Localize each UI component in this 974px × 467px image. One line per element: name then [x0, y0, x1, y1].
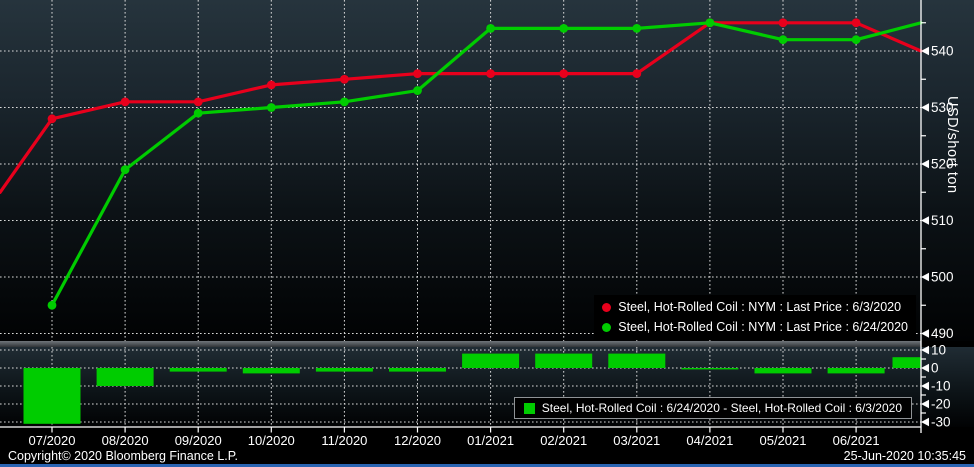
tick-pointer-icon: [921, 159, 929, 169]
data-point-marker: [778, 35, 788, 45]
tick-pointer-icon: [921, 272, 929, 282]
data-point-marker: [340, 97, 349, 107]
x-tick-label: 07/2020: [29, 433, 76, 448]
data-point-marker: [851, 18, 861, 28]
diff-bar: [681, 368, 739, 370]
y-tick-label: -10: [931, 379, 951, 394]
diff-bar: [242, 368, 300, 374]
diff-bar: [169, 368, 227, 372]
data-point-marker: [266, 103, 276, 112]
diff-bar: [535, 353, 593, 368]
data-point-marker: [632, 69, 642, 78]
timestamp-text: 25-Jun-2020 10:35:45: [843, 449, 966, 463]
y-tick-label: 540: [931, 44, 954, 59]
copyright-text: Copyright© 2020 Bloomberg Finance L.P.: [8, 449, 238, 463]
data-point-marker: [193, 97, 203, 107]
x-tick-label: 05/2021: [760, 433, 807, 448]
x-tick-label: 01/2021: [467, 433, 514, 448]
tick-pointer-icon: [921, 417, 929, 427]
y-tick-label: 520: [931, 157, 954, 172]
panel-divider[interactable]: [0, 341, 921, 347]
legend-item-last-price-6-3[interactable]: Steel, Hot-Rolled Coil : NYM : Last Pric…: [602, 297, 908, 317]
red-series-swatch-icon: [602, 302, 612, 312]
diff-bar: [389, 368, 446, 372]
diff-bar: [608, 353, 666, 368]
legend-label: Steel, Hot-Rolled Coil : NYM : Last Pric…: [618, 300, 902, 314]
bottom-accent-strip: [0, 464, 974, 467]
diff-bar: [827, 368, 885, 374]
legend-label: Steel, Hot-Rolled Coil : 6/24/2020 - Ste…: [541, 401, 902, 415]
diff-bar: [462, 353, 520, 368]
y-tick-label: 490: [931, 326, 954, 341]
diff-bar: [754, 368, 812, 374]
x-tick-label: 12/2020: [394, 433, 441, 448]
y-tick-label: 500: [931, 270, 954, 285]
tick-pointer-icon: [921, 363, 929, 373]
legend-label: Steel, Hot-Rolled Coil : NYM : Last Pric…: [618, 320, 908, 334]
data-point-marker: [632, 24, 642, 33]
diff-bar: [892, 357, 921, 368]
data-point-marker: [559, 24, 569, 33]
x-tick-label: 09/2020: [175, 433, 222, 448]
y-tick-label: 510: [931, 213, 954, 228]
x-tick-label: 02/2021: [540, 433, 587, 448]
data-point-marker: [559, 69, 569, 78]
main-panel-background: [0, 0, 974, 341]
y-tick-label: -20: [931, 397, 951, 412]
data-point-marker: [486, 24, 495, 33]
tick-pointer-icon: [921, 329, 929, 338]
x-tick-label: 08/2020: [102, 433, 149, 448]
data-point-marker: [340, 74, 349, 84]
green-series-swatch-icon: [602, 322, 612, 332]
data-point-marker: [266, 80, 276, 90]
main-legend: Steel, Hot-Rolled Coil : NYM : Last Pric…: [594, 295, 916, 340]
series-line-0: [0, 21, 923, 194]
tick-pointer-icon: [921, 216, 929, 225]
y-tick-label: -30: [931, 415, 951, 430]
tick-pointer-icon: [921, 46, 929, 56]
data-point-marker: [120, 97, 130, 107]
x-tick-label: 11/2020: [321, 433, 367, 448]
x-tick-label: 04/2021: [686, 433, 733, 448]
y-tick-label: 530: [931, 100, 954, 115]
y-tick-label: 0: [931, 361, 939, 376]
data-point-marker: [705, 18, 715, 28]
data-point-marker: [778, 18, 788, 28]
data-point-marker: [851, 35, 861, 45]
tick-pointer-icon: [921, 103, 929, 112]
x-tick-label: 03/2021: [613, 433, 660, 448]
data-point-marker: [413, 86, 422, 95]
tick-pointer-icon: [921, 345, 929, 355]
diff-bar: [315, 368, 373, 372]
x-tick-label: 06/2021: [833, 433, 880, 448]
y-tick-label: 10: [931, 343, 946, 358]
data-point-marker: [486, 69, 495, 78]
legend-item-last-price-6-24[interactable]: Steel, Hot-Rolled Coil : NYM : Last Pric…: [602, 317, 908, 337]
data-point-marker: [120, 165, 130, 175]
y-axis-title: USD/short ton: [944, 96, 960, 194]
diff-series-swatch-icon: [523, 402, 535, 414]
data-point-marker: [193, 108, 203, 118]
data-point-marker: [47, 114, 57, 124]
tick-pointer-icon: [921, 399, 929, 409]
tick-pointer-icon: [921, 381, 929, 391]
difference-legend[interactable]: Steel, Hot-Rolled Coil : 6/24/2020 - Ste…: [513, 397, 912, 419]
diff-bar: [96, 368, 154, 386]
data-point-marker: [47, 300, 57, 310]
series-line-1: [50, 21, 923, 307]
data-point-marker: [413, 69, 422, 78]
diff-bar: [23, 368, 81, 424]
x-tick-label: 10/2020: [248, 433, 295, 448]
